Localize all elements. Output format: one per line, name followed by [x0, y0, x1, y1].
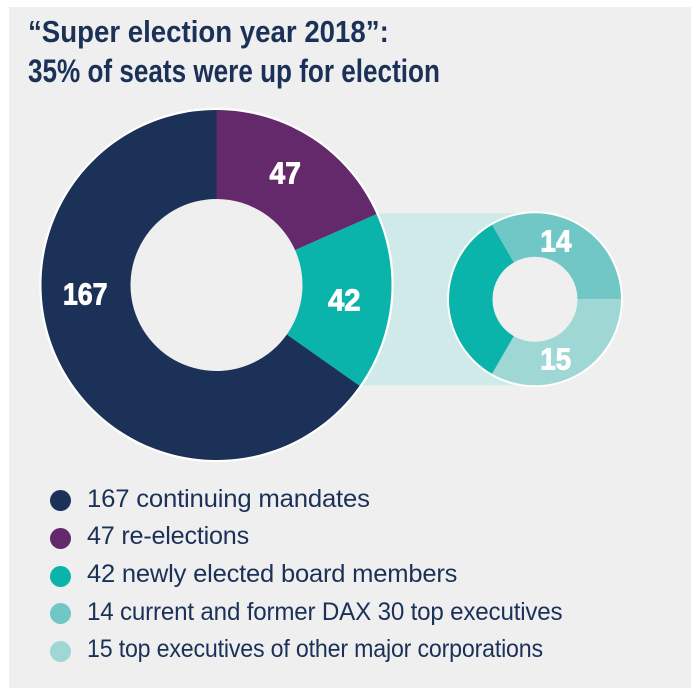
- svg-text:47: 47: [270, 156, 301, 191]
- svg-text:14: 14: [540, 223, 572, 258]
- svg-text:167: 167: [63, 276, 108, 311]
- svg-text:15: 15: [540, 341, 571, 376]
- svg-text:42: 42: [328, 283, 361, 318]
